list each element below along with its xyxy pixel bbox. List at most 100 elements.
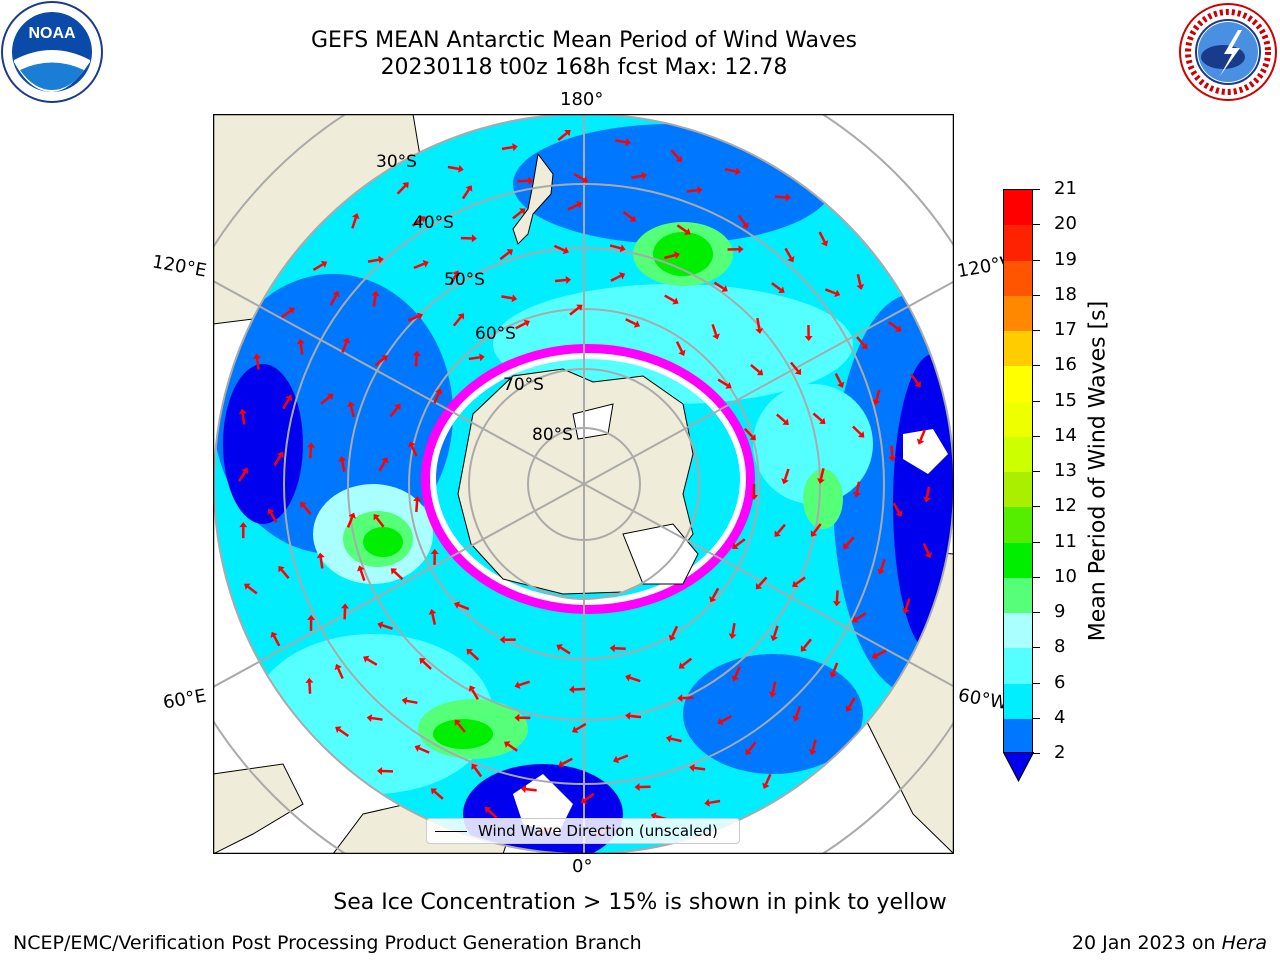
colorbar-tick-label: 2	[1054, 742, 1066, 763]
wind-arrow-head	[665, 734, 672, 743]
wind-arrow-shaft	[925, 486, 931, 498]
wind-arrow-head	[924, 551, 932, 559]
colorbar-segment	[1004, 577, 1032, 614]
wind-arrow-head	[558, 760, 565, 768]
wind-arrow-shaft	[855, 612, 867, 621]
wind-arrow-head	[697, 186, 703, 195]
wind-arrow-head	[843, 542, 850, 550]
wind-arrow-shaft	[784, 247, 792, 259]
wind-arrow-head	[678, 349, 686, 356]
wind-arrow-shaft	[415, 500, 419, 513]
wind-arrow-head	[363, 655, 370, 663]
colorbar-tick-mark	[1033, 365, 1040, 367]
wind-arrow-shaft	[758, 576, 768, 587]
wind-arrow-head	[634, 783, 640, 792]
wind-arrow-head	[569, 685, 575, 694]
colorbar-tick-mark	[1033, 189, 1040, 190]
wind-arrow-shaft	[378, 460, 386, 472]
wind-arrow-head	[782, 418, 789, 425]
wind-arrow-shaft	[299, 343, 304, 355]
wind-arrow-head	[378, 255, 384, 264]
wind-arrow-shaft	[456, 722, 466, 733]
wind-arrow-shaft	[567, 203, 579, 211]
wind-arrow-shaft	[575, 722, 587, 731]
wind-arrow-head	[366, 714, 373, 723]
map-panel	[213, 114, 954, 854]
lon-label-60w: 60°W	[956, 684, 1010, 715]
legend-label: Wind Wave Direction (unscaled)	[478, 822, 718, 840]
wind-arrow-shaft	[855, 481, 861, 493]
wind-arrow-shaft	[625, 318, 637, 326]
wind-arrow-head	[422, 260, 429, 268]
wind-arrow-head	[320, 260, 328, 268]
wind-arrow-shaft	[819, 468, 825, 480]
colorbar-segment	[1004, 295, 1032, 332]
wind-arrow-head	[619, 244, 626, 253]
wind-arrow-shaft	[414, 355, 418, 367]
wind-arrow-shaft	[675, 341, 684, 353]
wind-arrow-shaft	[847, 697, 856, 709]
wind-arrow-head	[327, 393, 334, 401]
wind-arrow-head	[741, 222, 749, 229]
wind-arrow-head	[562, 246, 569, 255]
wind-arrow-shaft	[341, 460, 346, 473]
wind-arrow-head	[858, 431, 865, 438]
wind-arrow-shaft	[879, 558, 886, 571]
wind-arrow-head	[689, 763, 695, 772]
chart-subtitle: 20230118 t00z 168h fcst Max: 12.78	[380, 55, 788, 80]
wind-arrow-shaft	[609, 244, 622, 250]
wind-arrow-head	[514, 681, 521, 689]
colorbar-segment	[1004, 648, 1032, 684]
colorbar-segment	[1004, 436, 1032, 473]
colorbar-tick-mark	[1033, 647, 1040, 649]
wind-arrow-head	[506, 249, 513, 256]
wind-arrow-head	[270, 631, 278, 639]
wind-arrow-head	[468, 685, 476, 692]
colorbar-tick-mark	[1033, 576, 1040, 578]
wind-arrow-shaft	[892, 502, 901, 513]
wind-arrow-head	[674, 251, 680, 260]
wind-arrow-head	[413, 496, 422, 502]
wind-arrow-head	[852, 615, 859, 623]
wind-arrow-head	[792, 715, 801, 722]
wind-arrow-shaft	[721, 715, 732, 723]
wind-arrow-head	[804, 336, 813, 342]
lat-label-80s: 80°S	[532, 425, 573, 445]
wind-arrow-head	[519, 208, 526, 215]
wind-arrow-shaft	[713, 281, 725, 290]
lon-label-120e: 120°E	[150, 251, 209, 282]
wind-arrow-head	[735, 167, 741, 176]
wind-arrow-shaft	[411, 218, 423, 227]
wind-arrow-head	[749, 433, 756, 441]
wind-arrow-shaft	[349, 405, 355, 418]
wind-arrow-head	[817, 478, 825, 484]
colorbar	[1003, 189, 1033, 755]
wind-arrow-shaft	[338, 728, 350, 737]
wind-arrow-head	[341, 603, 349, 609]
wind-arrow-head	[238, 408, 247, 415]
wind-arrow-shaft	[910, 373, 919, 385]
wind-arrow-head	[625, 711, 631, 720]
wind-arrow-head	[738, 245, 744, 254]
wind-arrow-shaft	[717, 378, 729, 387]
wind-arrow-shaft	[803, 638, 812, 649]
wind-arrow-shaft	[237, 471, 246, 482]
wind-arrow-shaft	[629, 676, 641, 683]
wind-arrow-head	[800, 645, 808, 652]
wind-arrow-shaft	[724, 167, 737, 173]
footer-date: 20 Jan 2023 on Hera	[1072, 932, 1267, 954]
colorbar-segment	[1004, 613, 1032, 649]
wind-arrow-head	[347, 401, 355, 408]
wind-arrow-shaft	[664, 253, 676, 260]
wind-arrow-shaft	[389, 406, 399, 418]
noaa-logo-icon: NOAA	[1, 1, 103, 103]
wind-arrow-head	[285, 394, 293, 402]
wind-arrow-head	[810, 530, 818, 537]
wind-arrow-head	[581, 176, 589, 184]
wind-arrow-shaft	[308, 447, 313, 459]
wind-wave-arrows	[237, 129, 932, 837]
noaa-logo-text: NOAA	[28, 25, 76, 42]
wind-arrow-head	[239, 522, 248, 528]
wind-arrow-head	[609, 644, 615, 653]
wind-arrow-head	[458, 164, 464, 173]
